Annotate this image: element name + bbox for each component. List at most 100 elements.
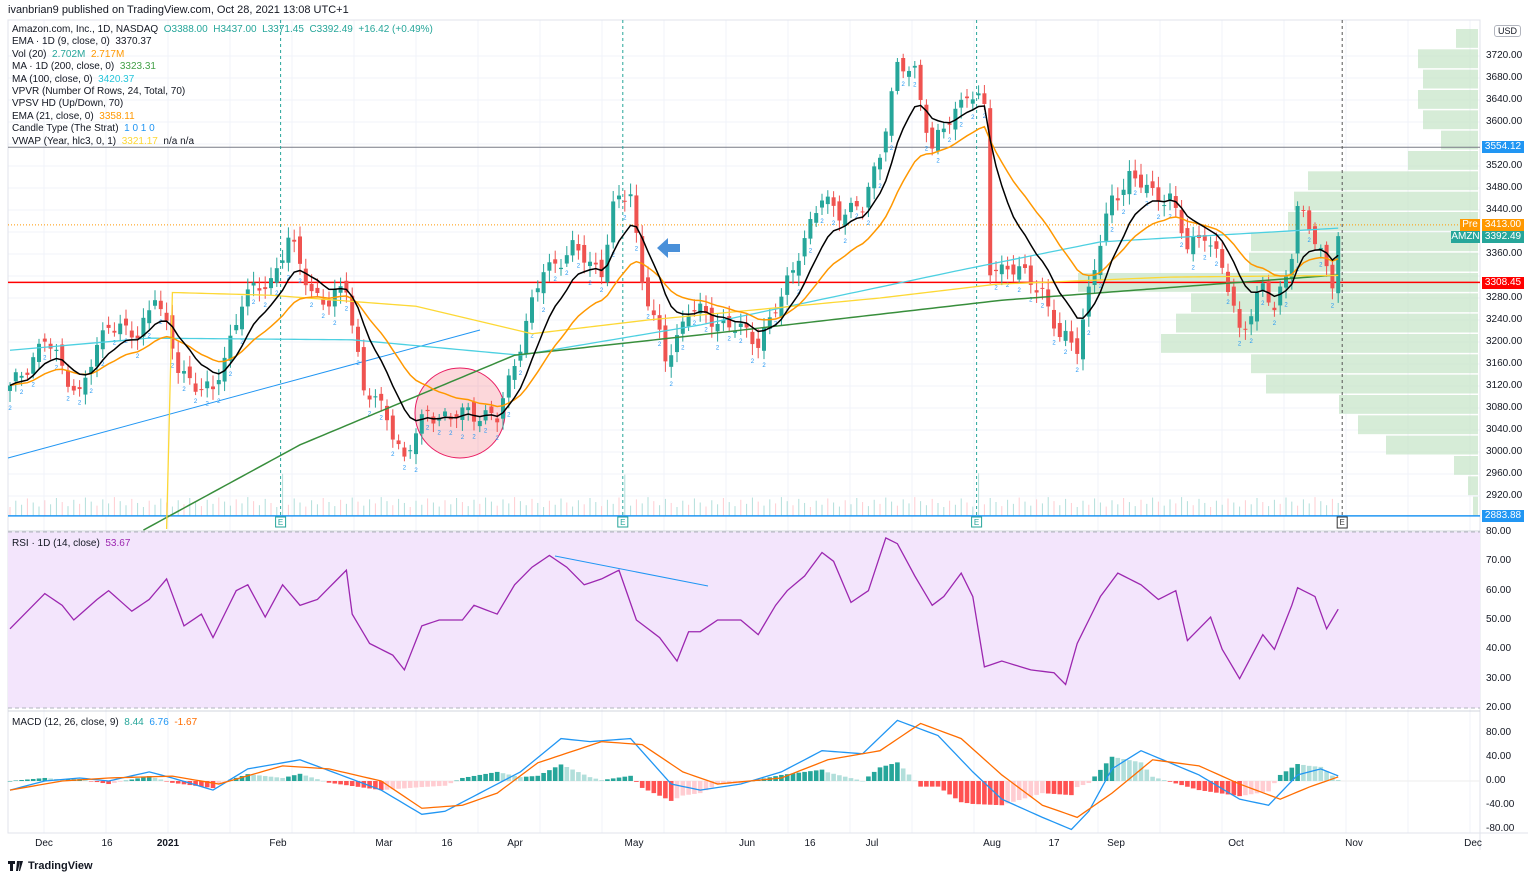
macd-histogram-bar [1161,780,1167,781]
candle-body [976,93,981,96]
strat-label: 2 [728,336,732,342]
strat-label: 2 [124,339,128,345]
macd-histogram-bar [106,781,111,785]
macd-histogram-bar [599,780,604,781]
macd-histogram-bar [1277,774,1283,781]
strat-label: 2 [1087,331,1091,337]
macd-histogram-bar [784,774,790,781]
strat-label: 2 [391,452,395,458]
strat-label: 2 [20,390,24,396]
earnings-marker [971,516,983,528]
macd-histogram-bar [338,781,343,785]
macd-histogram-bar [129,779,135,781]
macd-histogram-bar [193,781,198,786]
macd-histogram-bar [59,779,65,781]
macd-legend[interactable]: MACD (12, 26, close, 9) 8.44 6.76 -1.67 [12,717,198,728]
ma100-legend[interactable]: MA (100, close, 0) 3420.37 [12,73,135,85]
signal-line [9,722,1339,819]
macd-histogram-bar [970,781,976,804]
vpvr-legend[interactable]: VPVR (Number Of Rows, 24, Total, 70) [12,86,186,98]
macd-histogram-bar [889,764,894,781]
candle-body [721,319,726,324]
candle-body [1336,236,1341,294]
strat-label: 2 [8,406,12,412]
symbol-legend[interactable]: Amazon.com, Inc., 1D, NASDAQ O3388.00 H3… [12,24,433,36]
vol-legend[interactable]: Vol (20) 2.702M 2.717M [12,48,125,60]
macd-histogram-bar [802,771,807,781]
vpvr-bar [1473,496,1478,516]
candle-body [1098,245,1103,276]
macd-histogram-bar [564,767,570,781]
strat-label: 2 [1064,350,1068,356]
candle-body [1104,213,1109,241]
candle-body [338,286,343,293]
macd-histogram-bar [987,781,993,805]
macd-histogram-bar [460,777,465,781]
candle-body [744,323,749,328]
candle-body [530,297,534,323]
vpsv-legend[interactable]: VPSV HD (Up/Down, 70) [12,98,124,110]
macd-histogram-bar [146,776,152,781]
earnings-marker-label: E [620,518,625,527]
candle-body [153,300,157,306]
candle-body [820,200,824,208]
strat-label: 2 [565,271,569,277]
ma200-legend[interactable]: MA · 1D (200, close, 0) 3323.31 [12,61,156,73]
macd-histogram-bar [790,773,796,781]
vpvr-bar [1423,69,1478,89]
rsi-axis-label: 60.00 [1486,584,1512,596]
price-axis-label: 3080.00 [1486,402,1523,413]
strat-label: 2 [1018,288,1022,294]
ema9-legend[interactable]: EMA · 1D (9, close, 0) 3370.37 [12,36,152,48]
candle-body [280,260,285,263]
candle-body [1011,264,1016,275]
strat-label: 2 [844,239,848,245]
macd-histogram-bar [297,773,303,781]
strat-label: 2 [1319,263,1323,269]
strat-label: 2 [1226,300,1230,306]
candle-body [883,131,888,153]
strat-label: 2 [43,356,47,362]
strat-label: 2 [310,303,314,309]
candle-body [535,288,540,293]
candle-body [692,310,697,312]
strat-label: 2 [855,214,859,220]
vpvr-bar [1249,252,1478,272]
macd-histogram-bar [895,762,900,781]
macd-histogram-bar [1040,781,1045,794]
open-value: O3388.00 [163,24,208,35]
vwap-legend[interactable]: VWAP (Year, hlc3, 0, 1) 3321.17 n/a n/a [12,135,195,147]
macd-histogram-bar [210,781,216,789]
time-axis-label: 16 [804,838,816,849]
candle-body [831,197,836,206]
macd-histogram-bar [257,775,262,781]
macd-histogram-bar [883,765,889,781]
strat-legend[interactable]: Candle Type (The Strat) 1 0 1 0 [12,123,155,135]
macd-histogram-bar [1243,781,1248,796]
macd-histogram-bar [645,781,651,791]
candle-body [135,335,140,340]
candle-body [1295,206,1300,254]
macd-histogram-bar [268,776,274,781]
time-axis-label: Feb [269,838,287,849]
tradingview-logo[interactable]: TradingView [8,860,93,872]
macd-histogram-bar [94,781,100,783]
time-axis-label: Jun [738,838,756,849]
vpvr-bar [1191,293,1478,313]
ema21-legend[interactable]: EMA (21, close, 0) 3358.11 [12,110,135,122]
currency-button[interactable]: USD [1494,25,1522,37]
macd-histogram-bar [848,778,854,781]
macd-histogram-bar [1179,781,1184,786]
macd-axis-label: -40.00 [1486,799,1515,811]
candle-body [512,366,517,380]
macd-histogram-bar [1231,781,1237,796]
candle-body [1220,249,1225,268]
candle-body [657,315,662,330]
strat-label: 2 [1238,341,1242,347]
strat-label: 2 [229,372,233,378]
macd-histogram-bar [674,781,680,799]
macd-histogram-bar [570,769,575,781]
rsi-legend[interactable]: RSI · 1D (14, close) 53.67 [12,538,131,549]
strat-label: 2 [960,123,964,129]
